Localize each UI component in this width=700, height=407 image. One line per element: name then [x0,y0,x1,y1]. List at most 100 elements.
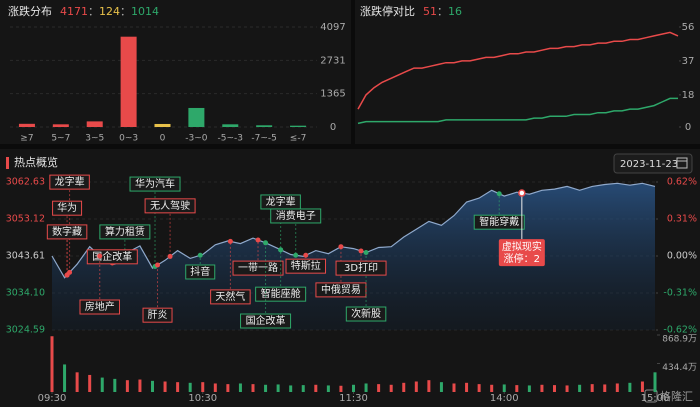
bar [154,123,171,127]
x-tick-label: 0~3 [119,134,138,144]
x-tick-label: ≤-7 [290,134,307,144]
volume-bar [251,384,255,392]
annotation[interactable]: 数字藏 [46,224,88,240]
volume-bar [301,385,305,392]
volume-bar [352,384,355,392]
annotation[interactable]: 3D打印 [335,260,387,276]
y2-tick-label: 0.00% [667,251,697,262]
volume-bar [364,383,368,392]
series-line [357,97,678,125]
panel-title: 热点概览 [14,155,58,169]
annotation[interactable]: 智能穿戴 [473,214,525,230]
volume-bar [176,382,180,392]
volume-bar [615,383,619,392]
annotation-box [52,200,83,216]
annotation-dot [303,252,309,258]
annotation-label: 抖音 [190,265,210,278]
y2-tick-label: -0.31% [663,288,697,299]
bar [86,121,103,127]
volume-bar [452,383,456,392]
volume-bar [163,381,167,392]
volume-bar [502,384,506,392]
x-tick-label: 09:30 [38,393,67,404]
calendar-icon[interactable] [676,157,688,169]
summary-count: 1014 [131,5,159,18]
annotation-box [335,260,387,276]
annotation[interactable]: 天然气 [210,289,251,305]
annotation-label: 龙字辈 [266,195,296,208]
annotation-dot [338,244,344,250]
annotation[interactable]: 中俄贸易 [315,282,367,298]
volume-bar [75,372,79,392]
y-tick-label: 4097 [320,22,345,33]
volume-bar [640,381,644,392]
volume-bar [226,384,230,392]
volume-bar [100,377,104,392]
volume-bar [527,385,531,392]
volume-bar [213,383,217,392]
panel-title: 涨跌分布 4171：124：1014 [8,4,159,18]
volume-bar [465,382,469,392]
annotation[interactable]: 华为汽车 [129,176,181,192]
annotation-dot [97,253,103,259]
annotation-box [144,198,196,214]
tooltip-box [498,239,545,267]
annotation[interactable]: 特斯拉 [285,258,327,274]
volume-bar [540,384,544,392]
annotation-box [79,299,120,315]
y-tick-label: 3024.59 [6,325,45,336]
volume-bar [326,385,330,392]
date-picker[interactable] [613,153,693,174]
annotation-label: 特斯拉 [291,259,321,272]
volume-bar [276,384,280,392]
annotation-box [142,307,173,323]
annotation[interactable]: 国企改革 [240,313,292,329]
annotation-dot [155,262,161,268]
date[interactable]: 2023-11-23 [620,159,678,170]
annotation-dot [64,272,70,278]
x-tick-label: 5~7 [51,134,70,144]
summary-count: 16 [448,5,462,18]
summary-count: 124 [99,5,120,18]
annotation-box [240,313,292,329]
x-tick-label: 15:00 [641,393,670,404]
y-tick-label: 868.9万 [662,335,697,345]
annotation-label: 国企改革 [246,314,286,327]
annotation[interactable]: 华为 [52,200,83,216]
volume-bar [138,379,142,392]
volume-bar [628,382,632,392]
annotation[interactable]: 消费电子 [270,208,322,224]
volume-bar [63,364,67,392]
annotation-dot [227,238,233,244]
annotation[interactable]: 一带一路 [232,260,284,276]
annotation[interactable]: 国企改革 [86,249,138,265]
annotation-label: 天然气 [215,290,245,303]
annotation[interactable]: 智能座舱 [255,286,307,302]
volume-bar [125,380,129,392]
annotation-label: 国企改革 [92,250,132,263]
annotation-label: 3D打印 [344,261,378,274]
annotation[interactable]: 龙字辈 [260,194,301,210]
annotation-box [129,176,181,192]
annotation[interactable]: 龙字辈 [49,174,90,190]
bar [120,36,137,127]
annotation[interactable]: 算力租赁 [99,224,151,240]
annotation-label: 龙字辈 [55,175,85,188]
annotation[interactable]: 房地产 [79,299,120,315]
annotation[interactable]: 无人驾驶 [144,198,196,214]
y-tick-label: 3062.63 [6,177,45,188]
annotation-label: 一带一路 [238,261,278,274]
x-tick-label: -5~-3 [218,134,244,144]
annotation[interactable]: 次新股 [345,306,387,322]
volume-bar [590,384,594,392]
x-tick-label: 0 [160,134,166,144]
annotation-box [473,214,525,230]
volume-bar [603,384,607,392]
annotation[interactable]: 抖音 [185,264,216,280]
annotation[interactable]: 肝炎 [142,307,173,323]
annotation-box [270,208,322,224]
volume-bar [565,385,569,392]
annotation-box [46,224,88,240]
annotation-label: 消费电子 [276,209,316,222]
volume-bar [201,382,205,392]
